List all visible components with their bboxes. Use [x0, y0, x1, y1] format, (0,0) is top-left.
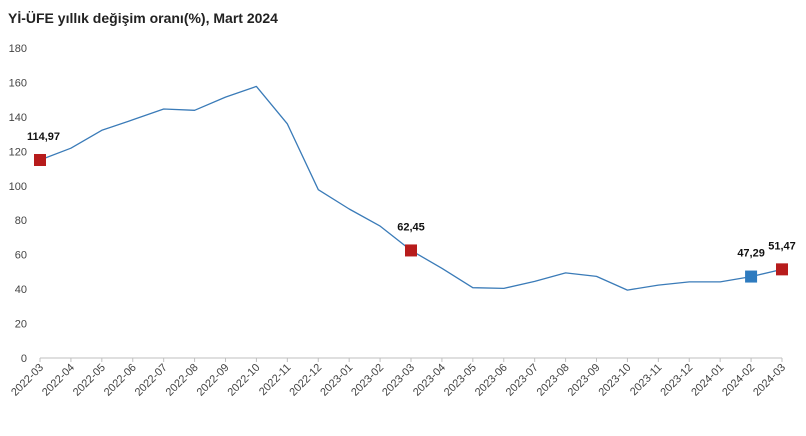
y-tick-label: 60 — [15, 250, 27, 262]
highlight-marker — [745, 270, 758, 283]
x-tick-label: 2022-08 — [164, 362, 201, 399]
y-tick-label: 100 — [9, 181, 27, 193]
marker-layer — [34, 153, 788, 283]
x-tick-label: 2022-12 — [287, 362, 324, 399]
x-tick-label: 2023-07 — [504, 362, 541, 399]
x-tick-label: 2023-11 — [628, 362, 664, 398]
x-tick-label: 2023-02 — [349, 362, 386, 399]
x-tick-label: 2023-01 — [318, 362, 355, 399]
highlight-marker — [776, 263, 788, 276]
y-tick-label: 80 — [15, 215, 27, 227]
x-tick-label: 2022-07 — [133, 362, 170, 399]
y-tick-label: 20 — [15, 319, 27, 331]
x-tick-label: 2023-09 — [566, 362, 603, 399]
x-tick-label: 2023-04 — [411, 362, 448, 399]
x-tick-label: 2022-10 — [226, 362, 263, 399]
x-tick-label: 2024-02 — [720, 362, 757, 399]
y-tick-label: 120 — [9, 146, 27, 158]
y-tick-label: 160 — [9, 77, 27, 89]
data-label: 51,47 — [768, 240, 796, 252]
chart-title: Yİ-ÜFE yıllık değişim oranı(%), Mart 202… — [8, 10, 278, 26]
x-tick-label: 2024-01 — [689, 362, 726, 399]
y-tick-label: 40 — [15, 284, 27, 296]
y-axis: 0 20 40 60 80 100 120 140 160 180 — [9, 43, 27, 365]
series-line — [39, 85, 783, 291]
series-layer — [39, 85, 783, 291]
data-label: 62,45 — [397, 221, 425, 233]
x-tick-label: 2023-03 — [380, 362, 417, 399]
x-tick-label: 2022-03 — [9, 362, 46, 399]
x-tick-label: 2024-03 — [751, 362, 788, 399]
x-tick-label: 2023-06 — [473, 362, 510, 399]
x-tick-label: 2023-05 — [442, 362, 479, 399]
y-tick-label: 180 — [9, 43, 27, 55]
x-tick-label: 2022-04 — [40, 362, 77, 399]
x-tick-label: 2023-10 — [597, 362, 634, 399]
x-tick-label: 2022-09 — [195, 362, 232, 399]
highlight-marker — [34, 153, 46, 166]
y-tick-label: 140 — [9, 112, 27, 124]
x-tick-label: 2023-08 — [535, 362, 572, 399]
data-label: 114,97 — [27, 131, 60, 143]
highlight-marker — [405, 244, 417, 257]
x-tick-label: 2022-06 — [102, 362, 139, 399]
x-tick-label: 2022-05 — [71, 362, 108, 399]
y-tick-label: 0 — [21, 353, 27, 365]
data-label: 47,29 — [737, 248, 765, 260]
x-tick-label: 2022-11 — [257, 362, 293, 398]
x-tick-label: 2023-12 — [658, 362, 695, 399]
x-axis: 2022-032022-042022-052022-062022-072022-… — [9, 357, 788, 399]
